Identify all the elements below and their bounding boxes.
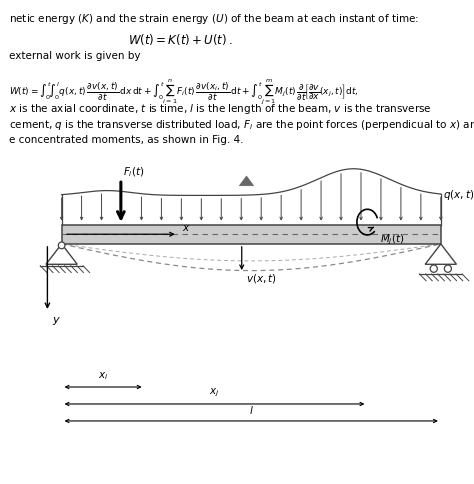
Text: cement, $q$ is the transverse distributed load, $F_i$ are the point forces (perp: cement, $q$ is the transverse distribute… [9, 118, 474, 132]
Text: $x$ is the axial coordinate, $t$ is time, $l$ is the length of the beam, $v$ is : $x$ is the axial coordinate, $t$ is time… [9, 102, 432, 116]
Text: $v(x,t)$: $v(x,t)$ [246, 271, 277, 284]
Polygon shape [239, 177, 254, 186]
Text: $x$: $x$ [182, 222, 191, 232]
Circle shape [58, 242, 65, 249]
Text: $W(t) = K(t) + U(t)\,.$: $W(t) = K(t) + U(t)\,.$ [128, 31, 232, 46]
Text: $x_i$: $x_i$ [98, 369, 108, 381]
Circle shape [444, 265, 451, 273]
Text: $W(t) = \int_0^t\!\int_0^l q(x,t)\,\dfrac{\partial v(x,t)}{\partial t}\,\mathrm{: $W(t) = \int_0^t\!\int_0^l q(x,t)\,\dfra… [9, 77, 359, 107]
Text: netic energy ($K$) and the strain energy ($U$) of the beam at each instant of ti: netic energy ($K$) and the strain energy… [9, 12, 419, 26]
Circle shape [430, 265, 438, 273]
Text: $M_j(t)$: $M_j(t)$ [380, 232, 405, 246]
Text: $l$: $l$ [249, 403, 254, 415]
Text: $x_j$: $x_j$ [210, 385, 219, 398]
Text: $y$: $y$ [52, 315, 61, 327]
Text: $F_i(t)$: $F_i(t)$ [123, 165, 145, 179]
Text: external work is given by: external work is given by [9, 51, 141, 61]
Polygon shape [62, 225, 441, 244]
Text: $q(x,t)$: $q(x,t)$ [443, 187, 474, 201]
Text: e concentrated moments, as shown in Fig. 4.: e concentrated moments, as shown in Fig.… [9, 135, 244, 145]
